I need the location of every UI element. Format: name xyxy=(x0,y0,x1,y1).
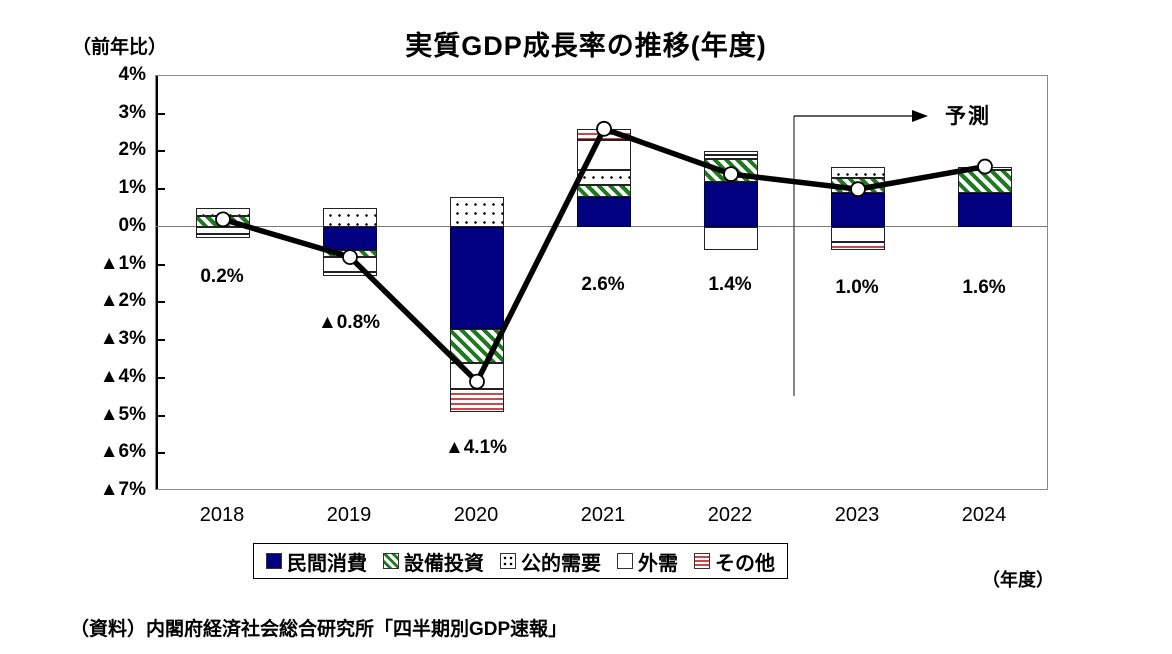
legend-label: 設備投資 xyxy=(404,552,484,575)
bar-segment-black-dots xyxy=(704,155,758,159)
legend: 民間消費 設備投資 公的需要 外需 その他 xyxy=(253,543,788,579)
bar-segment-red-horizontal-stripes xyxy=(196,234,250,239)
y-tick-label: ▲2% xyxy=(99,290,146,312)
legend-label: その他 xyxy=(715,552,775,575)
x-axis-label: 2021 xyxy=(580,504,626,526)
y-tick-mark xyxy=(158,414,165,417)
y-tick-label: ▲5% xyxy=(99,403,146,425)
y-tick-mark xyxy=(158,188,165,191)
y-tick-mark xyxy=(158,150,165,153)
bar-segment-solid-navy xyxy=(958,192,1012,227)
x-axis-label: 2024 xyxy=(961,504,1007,526)
legend-item: 民間消費 xyxy=(266,547,367,576)
gdp-line-marker xyxy=(850,181,866,198)
gdp-line-marker xyxy=(596,120,612,137)
bar-segment-red-horizontal-stripes xyxy=(831,242,885,250)
y-tick-label: 0% xyxy=(118,214,146,236)
legend-label: 民間消費 xyxy=(287,552,367,575)
bar-segment-black-dots xyxy=(831,166,885,178)
bar-segment-black-dots xyxy=(450,196,504,227)
legend-item: 公的需要 xyxy=(500,547,601,576)
x-axis-label: 2023 xyxy=(834,504,880,526)
gdp-growth-line xyxy=(222,125,986,387)
y-tick-label: 2% xyxy=(118,139,146,161)
legend-swatch-icon xyxy=(383,553,399,569)
bar-segment-red-horizontal-stripes xyxy=(450,389,504,412)
line-overlay xyxy=(215,110,993,396)
legend-swatch-icon xyxy=(617,553,633,569)
x-axis-label: 2022 xyxy=(707,504,753,526)
bar-segment-green-diagonal-hatch xyxy=(577,185,631,197)
bar-segment-red-horizontal-stripes xyxy=(323,272,377,276)
y-tick-label: 4% xyxy=(118,64,146,85)
gdp-line-marker xyxy=(977,158,993,175)
legend-swatch-icon xyxy=(500,553,516,569)
legend-swatch-icon xyxy=(694,553,710,569)
source-note: （資料）内閣府経済社会総合研究所「四半期別GDP速報」 xyxy=(70,619,568,640)
y-tick-label: ▲4% xyxy=(99,365,146,387)
total-value-label: 1.4% xyxy=(708,274,752,295)
bar-segment-red-horizontal-stripes xyxy=(704,151,758,156)
y-tick-label: ▲6% xyxy=(99,441,146,463)
y-tick-mark xyxy=(158,112,165,115)
x-axis-label: 2020 xyxy=(453,504,499,526)
y-tick-mark xyxy=(158,339,165,342)
y-tick-mark xyxy=(158,452,165,455)
bar-segment-white xyxy=(831,226,885,242)
y-tick-label: ▲1% xyxy=(99,252,146,274)
y-tick-mark xyxy=(158,301,165,304)
plot-area xyxy=(155,75,1048,490)
y-tick-mark xyxy=(158,263,165,266)
legend-label: 公的需要 xyxy=(521,552,601,575)
y-tick-label: ▲7% xyxy=(99,479,146,500)
total-value-label: 1.6% xyxy=(962,277,1006,298)
bar-segment-solid-navy xyxy=(450,226,504,329)
bar-segment-white xyxy=(196,226,250,235)
legend-item: 設備投資 xyxy=(383,547,484,576)
total-value-label: 0.2% xyxy=(200,266,244,287)
bar-segment-black-dots xyxy=(323,208,377,227)
forecast-label: 予測 xyxy=(945,105,991,128)
bar-segment-solid-navy xyxy=(323,226,377,250)
gdp-line-marker xyxy=(215,211,231,228)
y-tick-label: 1% xyxy=(118,177,146,199)
y-axis-unit-label: （前年比） xyxy=(72,37,168,58)
chart-title: 実質GDP成長率の推移(年度) xyxy=(405,31,767,61)
y-tick-mark xyxy=(158,376,165,379)
gdp-line-marker xyxy=(342,249,358,265)
bar-segment-solid-navy xyxy=(831,192,885,227)
y-tick-label: ▲3% xyxy=(99,328,146,350)
forecast-arrowhead-icon xyxy=(912,110,928,122)
y-axis-line xyxy=(156,76,158,489)
total-value-label: 1.0% xyxy=(835,277,879,298)
x-axis-unit-label: （年度） xyxy=(982,570,1054,590)
bar-segment-black-dots xyxy=(577,170,631,186)
zero-gridline xyxy=(156,226,1047,228)
bar-segment-solid-navy xyxy=(577,196,631,227)
total-value-label: ▲0.8% xyxy=(317,312,381,333)
bar-segment-white xyxy=(704,226,758,250)
legend-swatch-icon xyxy=(266,553,282,569)
legend-label: 外需 xyxy=(638,552,678,575)
bar-segment-solid-navy xyxy=(704,181,758,227)
y-tick-label: 3% xyxy=(118,101,146,123)
legend-item: 外需 xyxy=(617,547,678,576)
x-axis-label: 2019 xyxy=(326,504,372,526)
gdp-line-marker xyxy=(723,166,739,182)
gdp-line-marker xyxy=(469,373,485,390)
x-axis-label: 2018 xyxy=(199,504,245,526)
total-value-label: 2.6% xyxy=(581,274,625,295)
legend-item: その他 xyxy=(694,547,775,576)
total-value-label: ▲4.1% xyxy=(444,437,508,458)
